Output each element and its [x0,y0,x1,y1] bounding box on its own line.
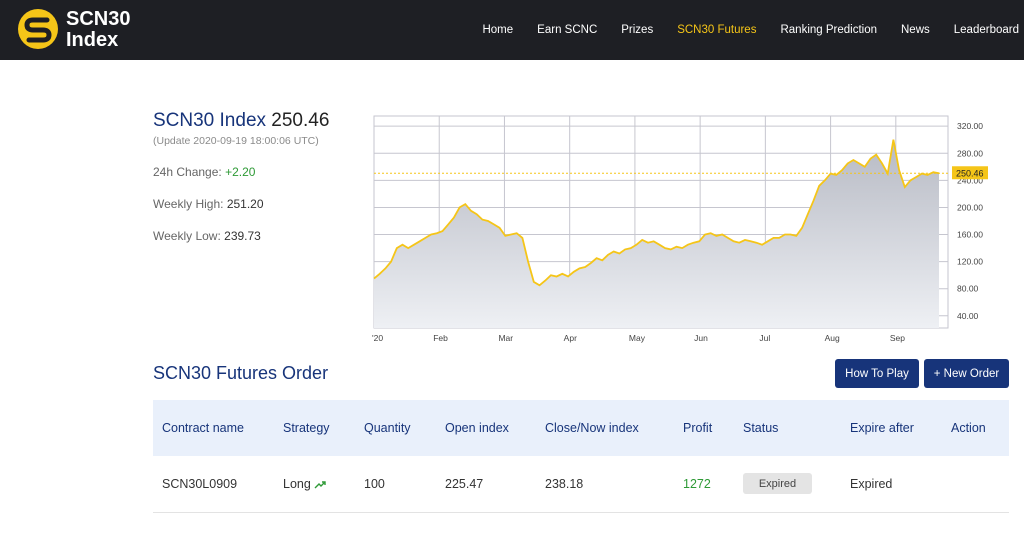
orders-table-header: Contract name Strategy Quantity Open ind… [153,400,1009,456]
row-strategy: Long [283,477,326,491]
x-tick-label: Apr [564,333,577,343]
col-quantity: Quantity [364,421,411,435]
x-tick-label: '20 [372,333,383,343]
row-profit: 1272 [683,477,711,491]
nav-prizes[interactable]: Prizes [621,24,654,36]
main-nav: Home Earn SCNC Prizes SCN30 Futures Rank… [458,0,1019,60]
row-contract: SCN30L0909 [162,477,238,491]
col-open-index: Open index [445,421,509,435]
y-tick-label: 80.00 [957,284,979,294]
brand-name[interactable]: SCN30 Index [66,9,130,51]
x-tick-label: Aug [825,333,840,343]
row-strategy-label: Long [283,477,311,491]
chart-series-line [373,139,940,287]
brand-line-1: SCN30 [66,8,131,30]
futures-order-title: SCN30 Futures Order [153,363,329,383]
how-to-play-button[interactable]: How To Play [835,359,919,388]
current-value-box [952,166,988,180]
nav-scn30-futures[interactable]: SCN30 Futures [677,24,757,36]
top-navbar: SCN30 Index Home Earn SCNC Prizes SCN30 … [0,0,1024,60]
col-status: Status [743,421,779,435]
weekly-low-stat: Weekly Low: 239.73 [153,229,261,243]
scn30-logo-icon[interactable] [18,9,58,49]
row-open-index: 225.47 [445,477,484,491]
x-tick-label: Jun [694,333,708,343]
col-close-now-index: Close/Now index [545,421,639,435]
col-profit: Profit [683,421,713,435]
change-value: +2.20 [225,165,256,179]
row-close-index: 238.18 [545,477,584,491]
chart-area [374,139,939,328]
col-action: Action [951,421,986,435]
x-tick-label: Sep [890,333,905,343]
update-timestamp: (Update 2020-09-19 18:00:06 UTC) [153,135,319,147]
nav-home[interactable]: Home [482,24,514,36]
x-tick-label: Jul [759,333,770,343]
y-tick-label: 160.00 [957,230,983,240]
change-stat: 24h Change: +2.20 [153,165,255,179]
index-heading: SCN30 Index 250.46 [153,110,329,132]
nav-earn-scnc[interactable]: Earn SCNC [537,24,598,36]
x-tick-label: Feb [433,333,448,343]
y-tick-label: 320.00 [957,121,983,131]
col-strategy: Strategy [283,421,330,435]
weekly-high-value: 251.20 [226,197,264,211]
table-row: SCN30L0909 Long 100 225.47 238.18 1272 E… [153,456,1009,513]
new-order-button[interactable]: + New Order [924,359,1009,388]
index-title: SCN30 Index [153,110,267,131]
col-contract-name: Contract name [162,421,244,435]
x-tick-label: Mar [498,333,513,343]
y-tick-label: 280.00 [957,148,983,158]
y-tick-label: 120.00 [957,257,983,267]
status-badge: Expired [743,473,812,494]
weekly-high-stat: Weekly High: 251.20 [153,197,264,211]
weekly-low-value: 239.73 [224,229,261,243]
brand-line-2: Index [66,29,119,51]
index-chart[interactable]: 320.00 280.00 240.00 200.00 160.00 120.00 80.0… [368,110,988,350]
trend-up-icon [314,481,326,489]
y-tick-label: 240.00 [957,175,983,185]
col-expire-after: Expire after [850,421,914,435]
nav-news[interactable]: News [901,24,930,36]
nav-ranking-prediction[interactable]: Ranking Prediction [780,24,877,36]
row-quantity: 100 [364,477,385,491]
nav-leaderboard[interactable]: Leaderboard [953,24,1019,36]
current-value-label: 250.46 [956,168,984,178]
change-label: 24h Change: [153,165,222,179]
row-expire: Expired [850,477,893,491]
weekly-high-label: Weekly High: [153,197,224,211]
index-value: 250.46 [271,110,330,131]
x-tick-label: May [629,333,646,343]
y-tick-label: 40.00 [957,311,979,321]
weekly-low-label: Weekly Low: [153,229,221,243]
y-tick-label: 200.00 [957,202,983,212]
